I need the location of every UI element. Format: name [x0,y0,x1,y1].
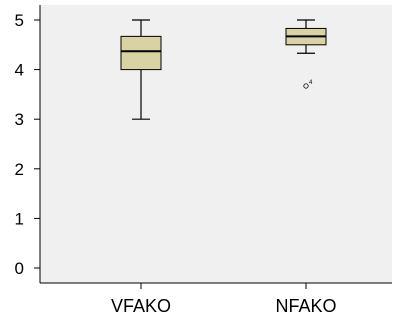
x-tick-label-nfako: NFAKO [275,296,336,316]
x-tick-label-vfako: VFAKO [111,296,171,316]
y-tick-label: 5 [15,11,24,30]
outlier-point [303,83,309,89]
plot-area [40,5,392,283]
boxes: 4 [120,19,327,120]
y-axis-ticks: 0 1 2 3 4 5 [15,11,40,278]
box-vfako [120,19,162,120]
y-tick-label: 3 [15,110,24,129]
y-tick-label: 2 [15,160,24,179]
outlier-label: 4 [309,80,313,86]
x-axis-ticks: VFAKO NFAKO [111,283,337,316]
iqr-box [120,35,162,71]
y-tick-label: 1 [15,209,24,228]
y-tick-label: 0 [15,259,24,278]
box-nfako: 4 [285,19,327,89]
y-tick-label: 4 [15,61,24,80]
